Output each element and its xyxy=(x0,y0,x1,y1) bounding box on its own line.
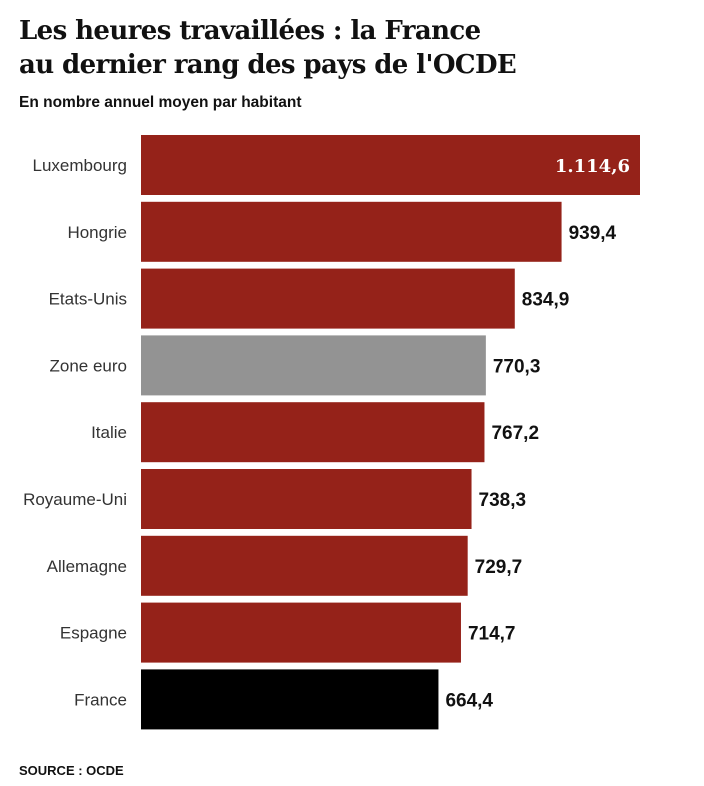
chart-subtitle: En nombre annuel moyen par habitant xyxy=(19,94,302,111)
category-label-allemagne: Allemagne xyxy=(47,557,127,576)
category-label-italie: Italie xyxy=(91,423,127,442)
value-label-etats-unis: 834,9 xyxy=(522,290,570,311)
chart-title: Les heures travaillées : la France au de… xyxy=(19,14,679,82)
category-label-espagne: Espagne xyxy=(60,624,127,643)
value-label-luxembourg: 1.114,6 xyxy=(555,156,630,177)
bar-espagne xyxy=(141,602,461,663)
category-label-royaume-uni: Royaume-Uni xyxy=(23,490,127,509)
value-label-allemagne: 729,7 xyxy=(475,557,523,578)
category-label-france: France xyxy=(74,690,127,709)
category-label-hongrie: Hongrie xyxy=(67,223,127,242)
value-label-espagne: 714,7 xyxy=(468,624,516,645)
value-label-hongrie: 939,4 xyxy=(569,223,617,244)
bar-france xyxy=(141,669,439,730)
category-label-luxembourg: Luxembourg xyxy=(32,156,127,175)
value-label-france: 664,4 xyxy=(445,690,493,711)
value-label-zone-euro: 770,3 xyxy=(493,356,541,377)
bar-italie xyxy=(141,402,485,463)
bar-allemagne xyxy=(141,535,468,596)
bar-zone-euro xyxy=(141,335,486,396)
bar-etats-unis xyxy=(141,268,515,329)
value-label-royaume-uni: 738,3 xyxy=(479,490,527,511)
value-label-italie: 767,2 xyxy=(491,423,539,444)
chart-title-line-1: Les heures travaillées : la France xyxy=(19,16,481,46)
chart-title-line-2: au dernier rang des pays de l'OCDE xyxy=(19,50,517,80)
category-label-zone-euro: Zone euro xyxy=(50,356,128,375)
bar-hongrie xyxy=(141,201,562,262)
bar-luxembourg xyxy=(141,135,640,195)
category-label-etats-unis: Etats-Unis xyxy=(49,290,127,309)
bar-royaume-uni xyxy=(141,469,472,529)
source-note: SOURCE : OCDE xyxy=(19,763,124,778)
